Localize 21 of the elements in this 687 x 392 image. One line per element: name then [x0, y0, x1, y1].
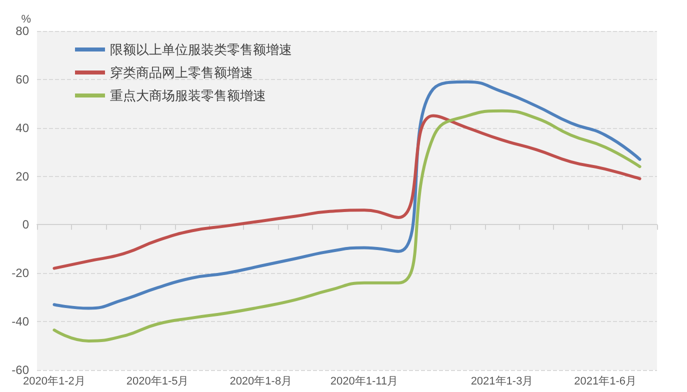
- y-tick-label: -20: [12, 266, 30, 280]
- y-tick-label: 0: [22, 218, 30, 232]
- x-tick-label: 2020年1-11月: [330, 376, 398, 388]
- line-series: [52, 80, 642, 310]
- line-series: [52, 109, 642, 342]
- x-tick-label: 2020年1-2月: [23, 376, 86, 388]
- legend-label: 重点大商场服装零售额增速: [110, 88, 266, 103]
- y-tick-label: 40: [16, 120, 30, 135]
- x-tick-label: 2020年1-5月: [126, 376, 189, 388]
- line-series: [52, 114, 642, 270]
- y-tick-label: -60: [12, 363, 30, 377]
- y-tick-label: -40: [12, 314, 30, 329]
- y-tick-label: 80: [16, 24, 30, 38]
- legend-label: 穿类商品网上零售额增速: [110, 65, 253, 80]
- legend-label: 限额以上单位服装类零售额增速: [110, 42, 292, 57]
- y-tick-label: 20: [16, 169, 30, 184]
- y-axis-title: %: [21, 14, 32, 26]
- x-tick-label: 2021年1-3月: [470, 376, 534, 388]
- x-tick-label: 2021年1-6月: [574, 376, 637, 388]
- x-tick-label: 2020年1-8月: [230, 376, 292, 388]
- y-tick-label: 60: [16, 72, 30, 86]
